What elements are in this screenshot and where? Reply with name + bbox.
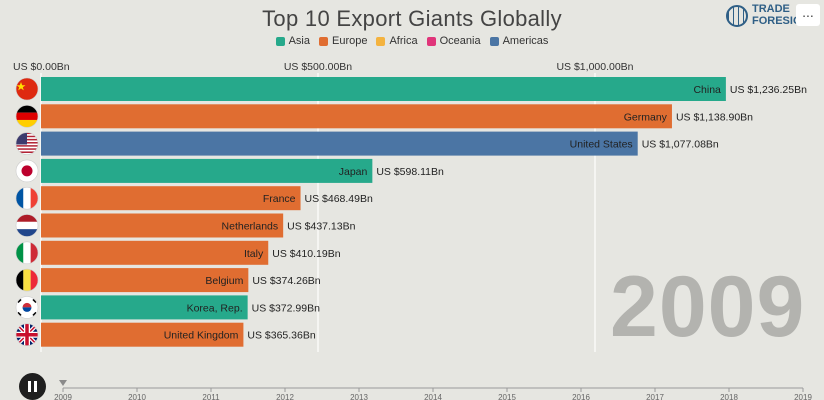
legend-swatch bbox=[275, 36, 285, 46]
bar-value-label: US $374.26Bn bbox=[252, 275, 320, 287]
bar-value-label: US $1,236.25Bn bbox=[730, 84, 807, 96]
bar-china[interactable] bbox=[41, 77, 726, 101]
bar-category-label: Germany bbox=[624, 111, 668, 123]
bar-united-kingdom[interactable] bbox=[41, 322, 244, 347]
bar-category-label: Japan bbox=[339, 166, 368, 178]
bar-value-label: US $1,138.90Bn bbox=[676, 111, 753, 123]
bar-category-label: Belgium bbox=[205, 275, 243, 287]
legend-label: Asia bbox=[288, 35, 310, 47]
flag-italy-icon bbox=[15, 241, 39, 265]
bar-netherlands[interactable] bbox=[41, 213, 284, 238]
flag-korea-icon bbox=[15, 296, 39, 319]
chart-title: Top 10 Export Giants Globally bbox=[262, 6, 562, 31]
timeline-year-label: 2012 bbox=[276, 393, 294, 400]
bar-italy[interactable] bbox=[41, 240, 269, 265]
bar-japan[interactable] bbox=[41, 158, 373, 183]
bar-value-label: US $1,077.08Bn bbox=[642, 139, 719, 151]
pause-icon-bar bbox=[34, 381, 37, 392]
bar-korea-rep[interactable] bbox=[41, 295, 248, 320]
flag-china-icon bbox=[15, 77, 39, 101]
flag-netherlands-icon bbox=[15, 214, 39, 237]
bar-belgium[interactable] bbox=[41, 268, 249, 293]
bar-category-label: Italy bbox=[244, 248, 264, 260]
legend-label: Oceania bbox=[439, 35, 481, 47]
legend-label: Africa bbox=[389, 35, 418, 47]
year-label: 2009 bbox=[610, 259, 806, 355]
bar-value-label: US $468.49Bn bbox=[305, 193, 373, 205]
chart-menu-button[interactable]: ... bbox=[796, 4, 820, 26]
bar-category-label: Netherlands bbox=[222, 221, 279, 233]
bar-united-states[interactable] bbox=[41, 131, 638, 156]
bar-value-label: US $598.11Bn bbox=[376, 166, 444, 178]
legend-item-oceania[interactable]: Oceania bbox=[426, 35, 481, 47]
pause-icon bbox=[28, 381, 31, 392]
legend-swatch bbox=[489, 36, 499, 46]
bar-value-label: US $410.19Bn bbox=[272, 248, 340, 260]
legend-swatch bbox=[376, 36, 386, 46]
legend-item-asia[interactable]: Asia bbox=[275, 35, 310, 47]
bar-value-label: US $372.99Bn bbox=[252, 302, 320, 314]
legend-swatch bbox=[318, 36, 328, 46]
bar-category-label: France bbox=[263, 193, 296, 205]
pause-button[interactable] bbox=[19, 373, 46, 400]
flag-germany-icon bbox=[15, 105, 39, 128]
timeline-handle[interactable] bbox=[59, 380, 67, 386]
bar-category-label: China bbox=[693, 84, 721, 96]
timeline-year-label: 2011 bbox=[202, 393, 220, 400]
timeline-year-label: 2015 bbox=[498, 393, 516, 400]
flag-uk-icon bbox=[15, 323, 39, 347]
bar-value-label: US $437.13Bn bbox=[287, 221, 355, 233]
legend-swatch bbox=[426, 36, 436, 46]
timeline-year-label: 2009 bbox=[54, 393, 72, 400]
x-tick-label: US $500.00Bn bbox=[284, 61, 352, 73]
legend-item-europe[interactable]: Europe bbox=[318, 35, 368, 47]
legend-item-americas[interactable]: Americas bbox=[489, 35, 549, 47]
timeline-year-label: 2018 bbox=[720, 393, 738, 400]
bar-germany[interactable] bbox=[41, 104, 672, 129]
legend-item-africa[interactable]: Africa bbox=[376, 35, 418, 47]
globe-icon bbox=[726, 5, 748, 27]
timeline-year-label: 2017 bbox=[646, 393, 664, 400]
bar-category-label: Korea, Rep. bbox=[187, 302, 243, 314]
legend-label: Americas bbox=[502, 35, 549, 47]
timeline-year-label: 2016 bbox=[572, 393, 590, 400]
flag-france-icon bbox=[15, 186, 39, 210]
legend: Asia Europe Africa Oceania Americas bbox=[0, 35, 824, 47]
bar-france[interactable] bbox=[41, 186, 301, 211]
timeline-year-label: 2019 bbox=[794, 393, 812, 400]
bar-category-label: United Kingdom bbox=[164, 330, 239, 342]
trade-foresight-logo: TRADE FORESIGHT bbox=[726, 3, 816, 33]
timeline-year-label: 2013 bbox=[350, 393, 368, 400]
bar-category-label: United States bbox=[570, 139, 633, 151]
timeline-year-label: 2014 bbox=[424, 393, 442, 400]
x-tick-label: US $0.00Bn bbox=[13, 61, 70, 73]
x-tick-label: US $1,000.00Bn bbox=[556, 61, 633, 73]
flag-usa-icon bbox=[15, 132, 39, 155]
bar-value-label: US $365.36Bn bbox=[247, 330, 315, 342]
flag-japan-icon bbox=[15, 159, 39, 183]
flag-belgium-icon bbox=[15, 268, 39, 292]
legend-label: Europe bbox=[331, 35, 368, 47]
timeline-year-label: 2010 bbox=[128, 393, 146, 400]
